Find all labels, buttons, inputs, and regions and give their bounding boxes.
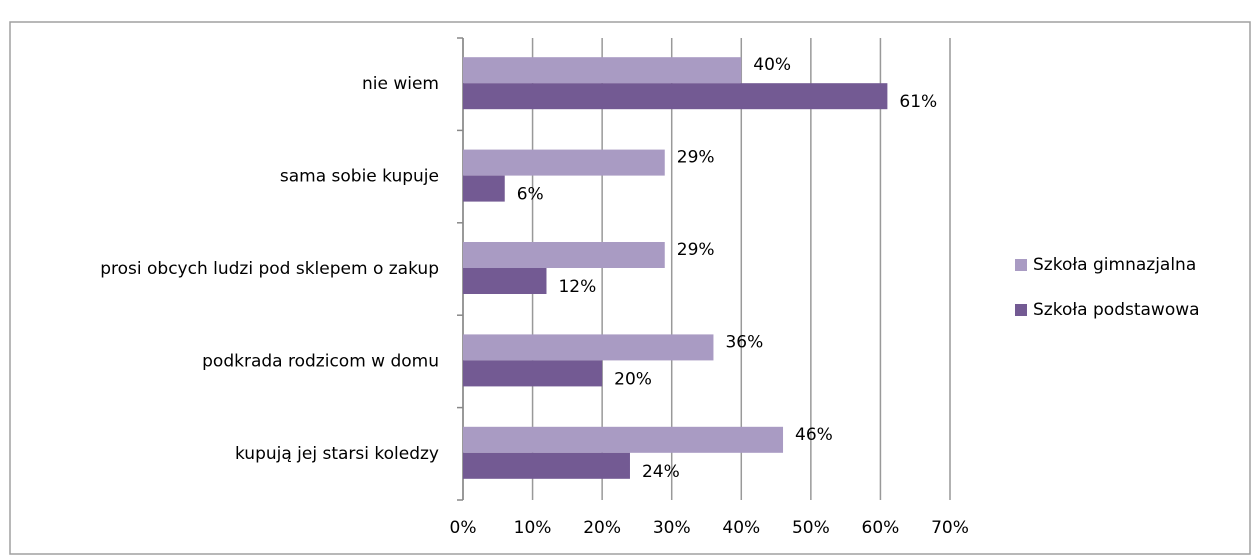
bar — [463, 57, 742, 84]
x-tick-label: 50% — [792, 518, 830, 538]
legend-label: Szkoła gimnazjalna — [1033, 255, 1196, 275]
legend-swatch — [1015, 304, 1027, 316]
bar — [463, 426, 784, 453]
bar — [463, 360, 603, 387]
value-label: 20% — [614, 369, 652, 389]
value-label: 6% — [517, 185, 544, 205]
bar — [463, 149, 665, 176]
x-tick-label: 60% — [862, 518, 900, 538]
value-label: 61% — [899, 92, 937, 112]
value-label: 29% — [677, 148, 715, 168]
value-label: 12% — [558, 277, 596, 297]
x-tick-label: 0% — [450, 518, 477, 538]
y-tick-label: podkrada rodzicom w domu — [202, 351, 439, 371]
chart-frame — [9, 21, 1251, 555]
y-tick-label: prosi obcych ludzi pod sklepem o zakup — [100, 259, 439, 279]
value-label: 46% — [795, 425, 833, 445]
x-tick-label: 70% — [931, 518, 969, 538]
bar — [463, 334, 714, 361]
legend-label: Szkoła podstawowa — [1033, 300, 1200, 320]
bar — [463, 268, 547, 294]
value-label: 36% — [725, 332, 763, 352]
legend-swatch — [1015, 259, 1027, 271]
y-tick-label: nie wiem — [362, 74, 439, 94]
bar — [463, 83, 888, 110]
value-label: 24% — [642, 462, 680, 482]
value-label: 40% — [753, 55, 791, 75]
x-tick-label: 20% — [583, 518, 621, 538]
y-tick-label: sama sobie kupuje — [280, 167, 439, 187]
x-tick-label: 40% — [722, 518, 760, 538]
bar — [463, 175, 505, 202]
x-tick-label: 10% — [514, 518, 552, 538]
bar — [463, 242, 665, 268]
y-tick-label: kupują jej starsi koledzy — [235, 444, 439, 464]
value-label: 29% — [677, 240, 715, 260]
x-tick-label: 30% — [653, 518, 691, 538]
bar — [463, 452, 630, 479]
